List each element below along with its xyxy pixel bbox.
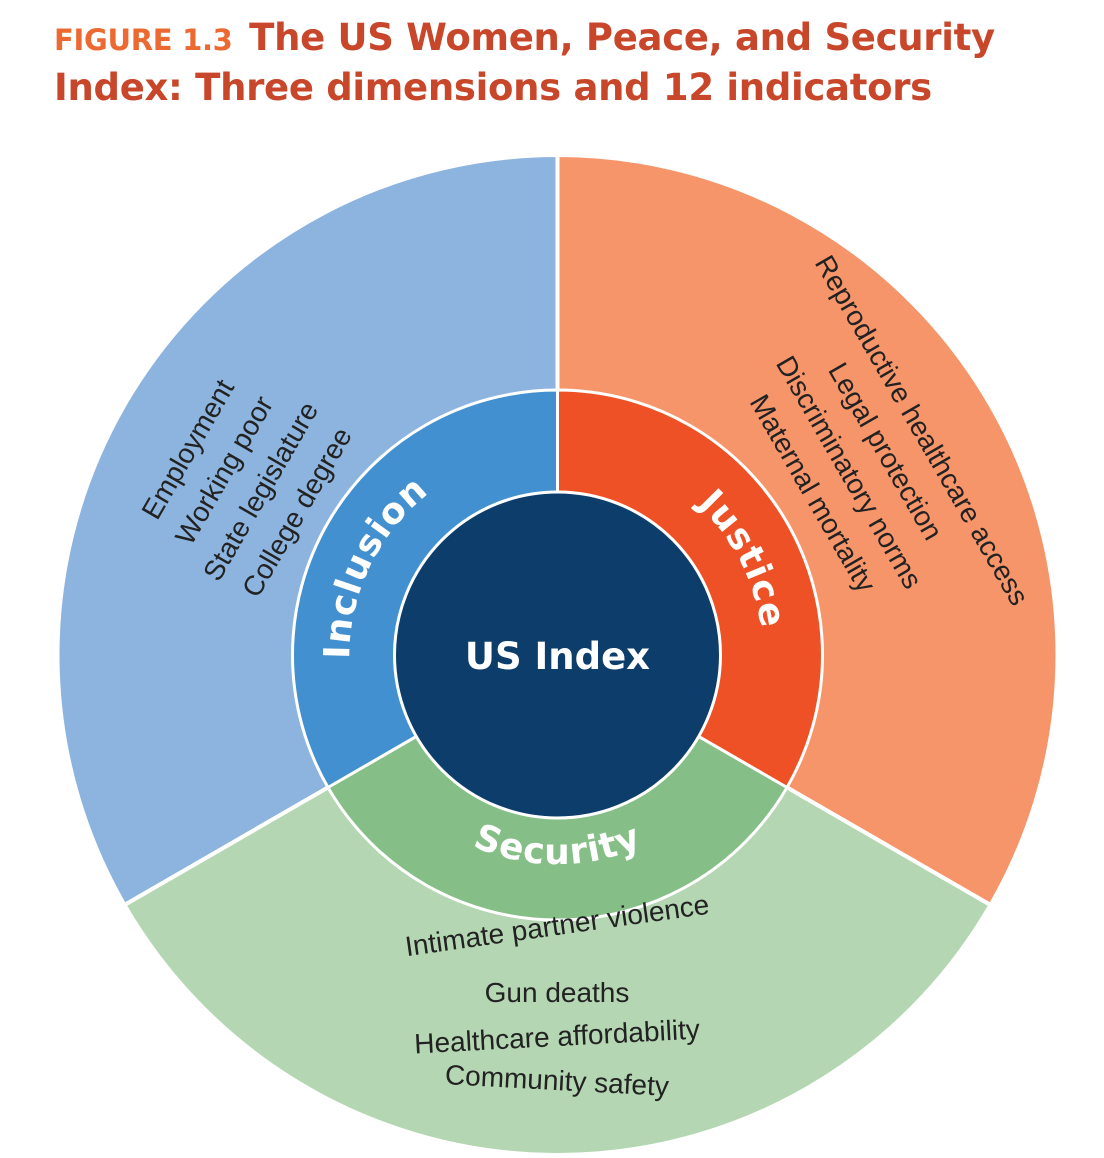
figure-title: FIGURE 1.3 The US Women, Peace, and Secu…: [54, 14, 1094, 112]
center-label: US Index: [465, 635, 650, 678]
figure-label: FIGURE 1.3: [54, 23, 233, 57]
title-text-1: The US Women, Peace, and Security: [249, 16, 995, 59]
title-line-1: FIGURE 1.3 The US Women, Peace, and Secu…: [54, 14, 1094, 64]
title-line-2: Index: Three dimensions and 12 indicator…: [54, 66, 932, 109]
center-disc: [393, 490, 722, 820]
indicator-gun-deaths: Gun deaths: [485, 977, 630, 1008]
